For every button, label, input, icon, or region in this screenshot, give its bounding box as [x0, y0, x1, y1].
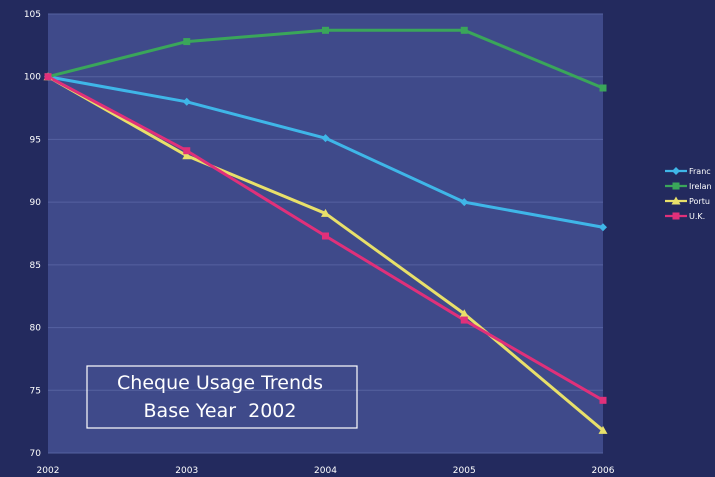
legend-label: U.K. [689, 212, 705, 221]
data-point [183, 147, 191, 155]
y-axis-ticks: 70 75 80 85 90 95 100 105 [24, 10, 41, 459]
data-point [598, 425, 608, 434]
y-tick-label: 80 [30, 324, 42, 334]
data-point [44, 73, 52, 81]
data-point [599, 223, 607, 232]
legend-label: Irelan [689, 182, 712, 191]
chart-title-line-1: Cheque Usage Trends [117, 372, 323, 394]
chart-title-line-2: Base Year 2002 [144, 400, 297, 422]
legend-marker [672, 182, 680, 190]
data-point [599, 84, 607, 92]
data-point [460, 198, 469, 207]
data-point [599, 396, 607, 404]
y-tick-label: 75 [30, 386, 41, 396]
data-point [321, 134, 330, 143]
data-point [322, 232, 329, 240]
legend-marker [671, 196, 681, 205]
legend-marker [672, 212, 680, 220]
x-tick-label: 2003 [175, 466, 198, 476]
data-point [182, 151, 192, 160]
legend-marker [672, 167, 680, 175]
series-markers [43, 26, 608, 434]
data-point [183, 38, 191, 46]
x-tick-label: 2005 [453, 466, 476, 476]
legend: Franc Irelan Portu U.K. [665, 167, 712, 221]
x-axis-ticks: 2002 2003 2004 2005 2006 [37, 466, 615, 476]
y-tick-label: 105 [24, 10, 41, 20]
y-tick-label: 70 [30, 449, 42, 459]
data-point [460, 316, 468, 324]
x-tick-label: 2006 [592, 466, 615, 476]
x-tick-label: 2004 [314, 466, 337, 476]
x-tick-label: 2002 [37, 466, 60, 476]
legend-label: Franc [689, 167, 711, 176]
data-point [321, 208, 330, 217]
y-tick-label: 95 [30, 135, 41, 145]
data-point [322, 26, 329, 34]
data-point [459, 309, 469, 318]
chart-title-box: Cheque Usage Trends Base Year 2002 [86, 365, 358, 429]
legend-label: Portu [689, 197, 710, 206]
y-tick-label: 90 [30, 198, 42, 208]
data-point [182, 97, 191, 106]
data-point [460, 26, 468, 34]
y-tick-label: 100 [24, 73, 41, 83]
y-tick-label: 85 [30, 261, 41, 271]
